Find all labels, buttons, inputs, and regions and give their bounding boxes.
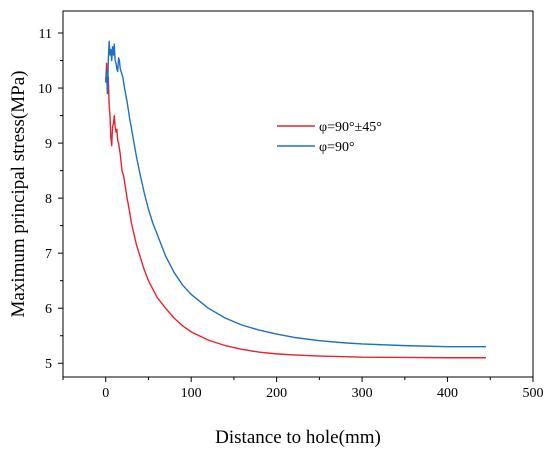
series-layer bbox=[105, 40, 486, 359]
y-axis-ticks: 5 6 7 8 9 10 11 bbox=[38, 27, 63, 372]
series-line-2 bbox=[105, 40, 486, 348]
y-tick-label: 6 bbox=[45, 302, 52, 317]
x-tick-label: 200 bbox=[266, 386, 287, 401]
x-tick-label: 100 bbox=[181, 386, 202, 401]
y-tick-label: 5 bbox=[45, 357, 52, 372]
y-tick-label: 9 bbox=[45, 137, 52, 152]
x-tick-label: 300 bbox=[352, 386, 373, 401]
y-axis-title: Maximum principal stress(MPa) bbox=[8, 71, 29, 318]
plot-frame bbox=[62, 10, 534, 378]
x-tick-label: 0 bbox=[102, 386, 109, 401]
y-tick-label: 10 bbox=[38, 82, 52, 97]
legend-label-2: φ=90° bbox=[319, 140, 355, 155]
y-tick-label: 8 bbox=[45, 192, 52, 207]
plot-border bbox=[62, 10, 534, 378]
y-tick-label: 7 bbox=[45, 247, 52, 262]
x-axis-ticks: 0 100 200 300 400 500 bbox=[62, 377, 544, 401]
x-axis-title: Distance to hole(mm) bbox=[215, 427, 381, 448]
x-tick-label: 500 bbox=[523, 386, 544, 401]
x-tick-label: 400 bbox=[437, 386, 458, 401]
series-line-1 bbox=[105, 62, 486, 359]
legend: φ=90°±45° φ=90° bbox=[277, 120, 382, 155]
legend-label-1: φ=90°±45° bbox=[319, 120, 382, 135]
y-tick-label: 11 bbox=[39, 27, 52, 42]
